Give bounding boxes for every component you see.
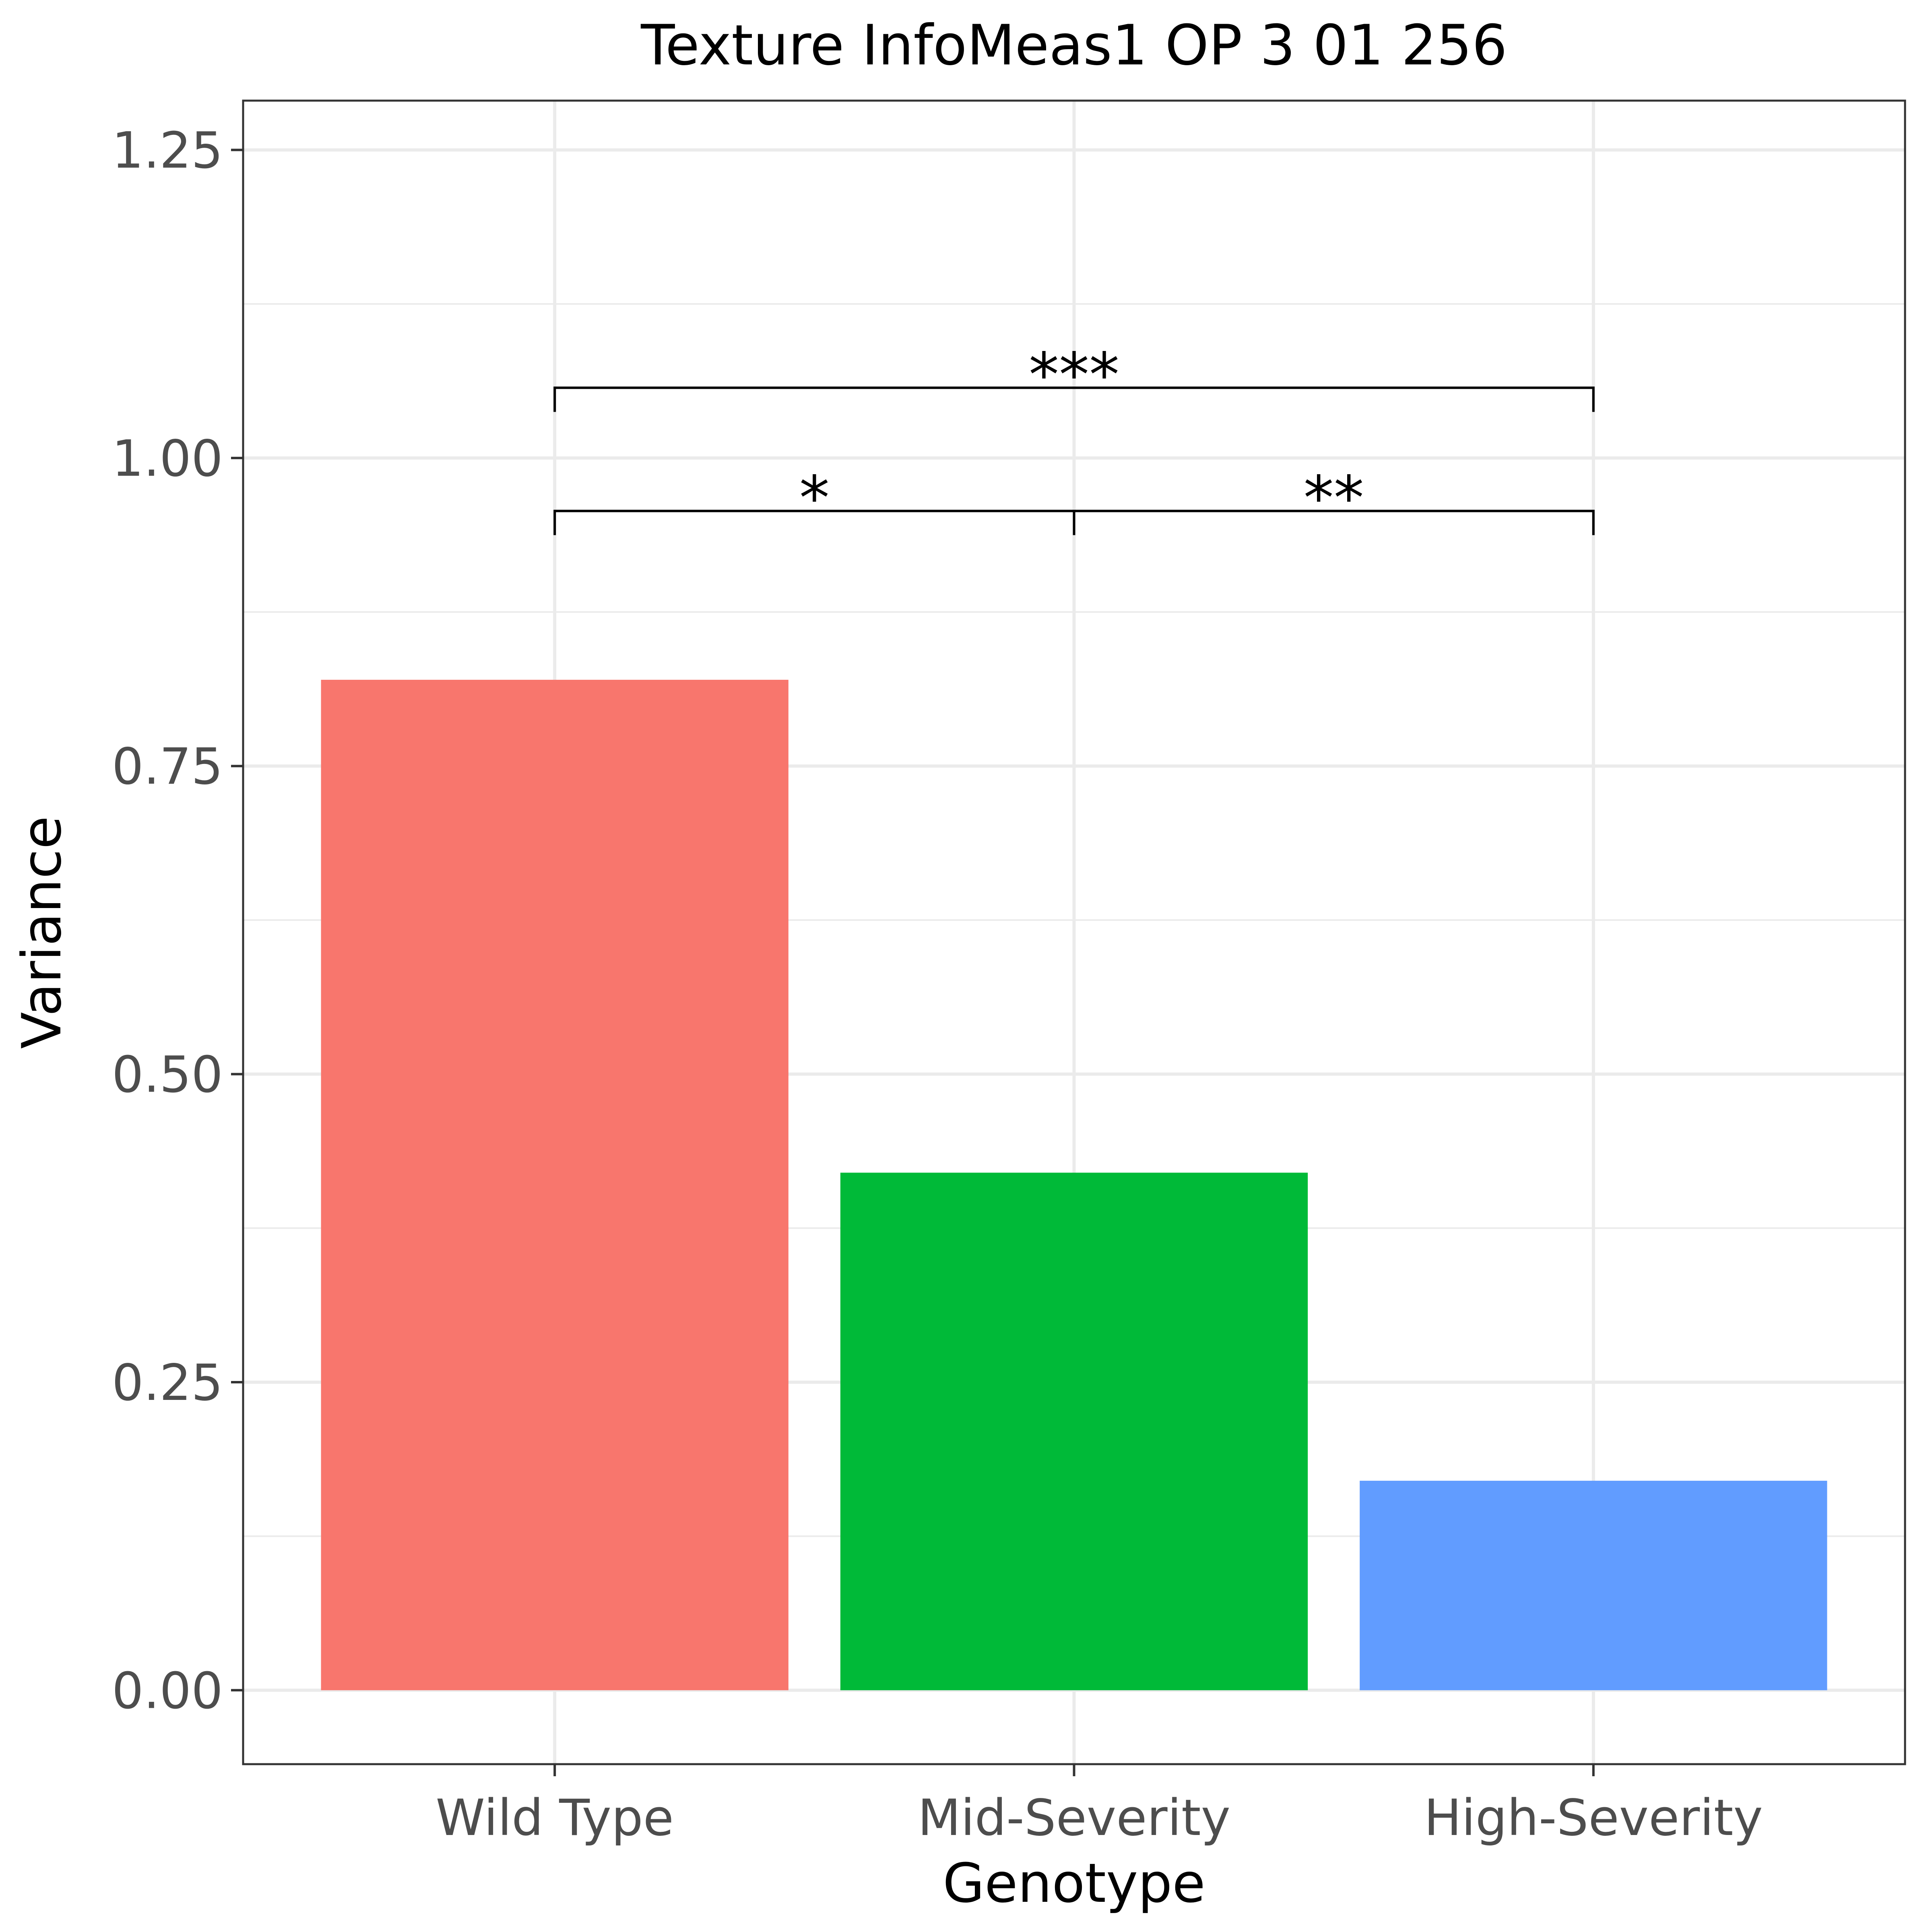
significance-bracket [553,386,1595,412]
x-tick-label: Wild Type [436,1789,674,1847]
y-tick-label: 0.25 [112,1354,223,1412]
y-tick-label: 1.25 [112,122,223,180]
axes: 0.00 0.25 0.50 0.75 1.00 1.25 Wild Type Mid-Sev… [112,122,1763,1847]
significance-annotations: * ***** [553,340,1595,535]
y-tick-label: 1.00 [112,430,223,488]
bar-mid-severity [840,1172,1308,1690]
significance-label: * [799,463,830,533]
bars [321,679,1827,1690]
x-axis-title: Genotype [943,1852,1205,1915]
significance-bracket [1073,510,1595,535]
x-tick-label: Mid-Severity [918,1789,1230,1847]
y-tick-label: 0.50 [112,1046,223,1104]
x-tick-label: High-Severity [1424,1789,1763,1847]
y-tick-label: 0.75 [112,738,223,796]
y-tick-label: 0.00 [112,1662,223,1720]
significance-label: ** [1304,463,1364,533]
y-axis-title: Variance [10,816,73,1049]
significance-label: *** [1029,340,1119,410]
bar-high-severity [1360,1480,1827,1690]
chart-title: Texture InfoMeas1 OP 3 01 256 [640,13,1507,78]
bar-wild-type [321,679,788,1690]
